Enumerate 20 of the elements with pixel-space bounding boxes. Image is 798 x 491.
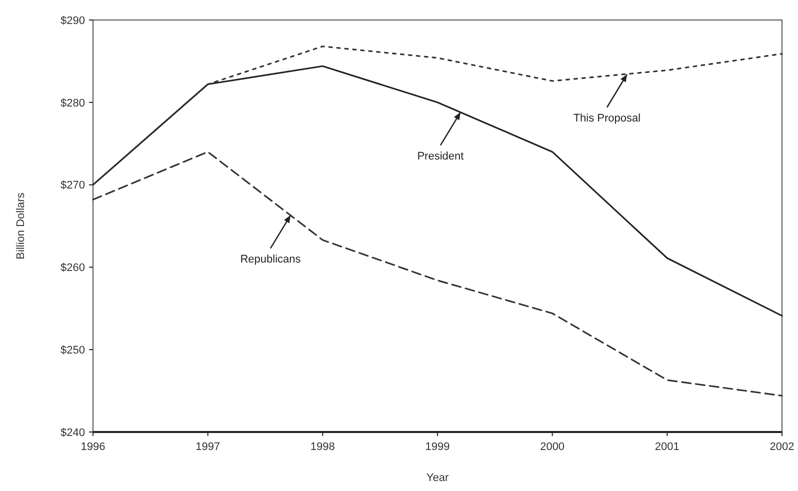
line-series bbox=[92, 46, 783, 186]
y-tick-label: $240 bbox=[60, 426, 85, 439]
x-tick-label: 2002 bbox=[770, 441, 794, 453]
annotation: Republicans bbox=[240, 253, 302, 266]
annotation: This Proposal bbox=[573, 112, 641, 124]
line-series bbox=[92, 151, 783, 397]
y-axis-title: Billion Dollars bbox=[15, 192, 27, 260]
x-axis-title: Year bbox=[426, 472, 449, 484]
x-tick-label: 2001 bbox=[654, 441, 680, 453]
annotation: President bbox=[417, 150, 464, 162]
x-tick-label: 2000 bbox=[540, 441, 565, 453]
y-tick-label: $280 bbox=[60, 97, 85, 110]
x-tick-label: 1999 bbox=[425, 441, 450, 453]
x-tick-label: 1998 bbox=[310, 441, 335, 453]
y-tick-label: $290 bbox=[60, 14, 85, 27]
x-tick-label: 1996 bbox=[80, 441, 106, 453]
y-tick-label: $270 bbox=[60, 180, 85, 192]
x-tick-label: 1997 bbox=[196, 441, 220, 453]
y-tick-label: $260 bbox=[60, 262, 85, 274]
y-tick-label: $250 bbox=[60, 344, 85, 356]
